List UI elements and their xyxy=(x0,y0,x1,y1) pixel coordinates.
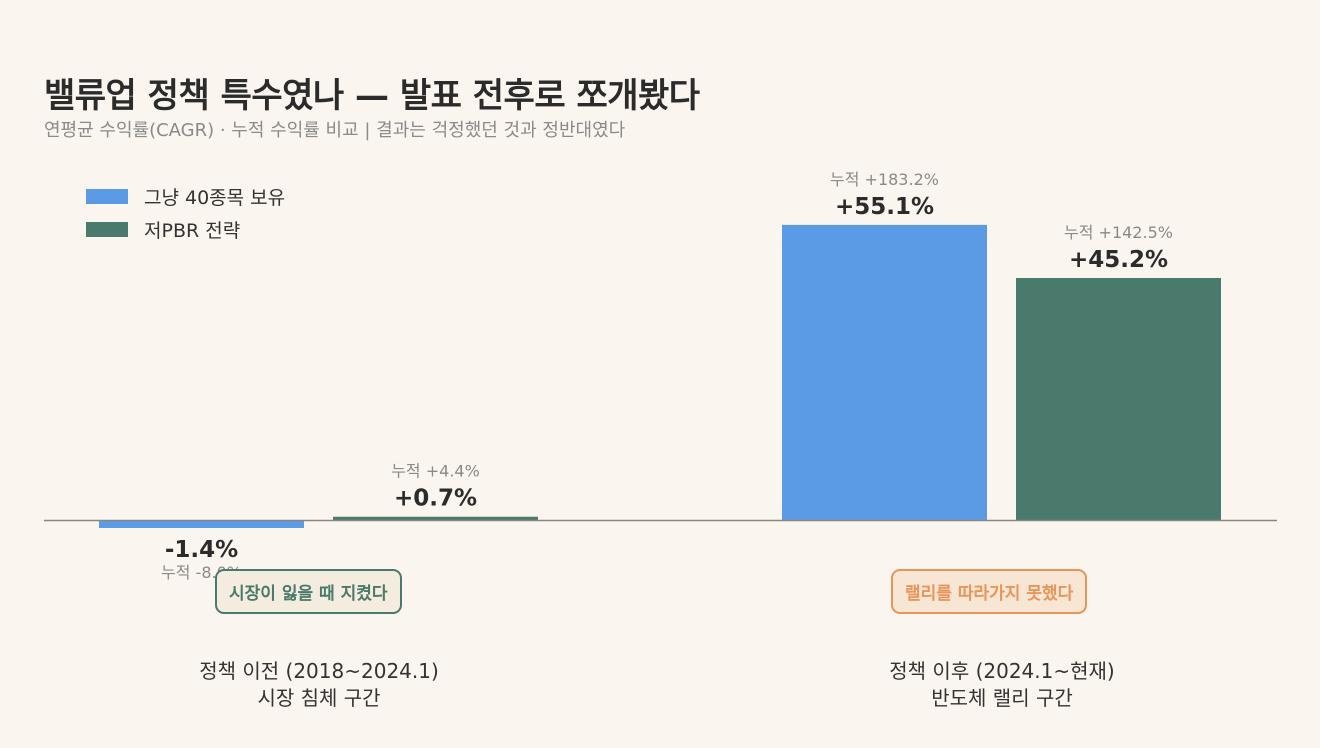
annotation-missed-rally: 랠리를 따라가지 못했다 xyxy=(891,569,1088,614)
legend-swatch-hold xyxy=(86,189,128,204)
value-label-s0-c1: +55.1% xyxy=(835,194,934,220)
chart-title: 밸류업 정책 특수였나 — 발표 전후로 쪼개봤다 xyxy=(44,76,700,116)
period-before-line2: 시장 침체 구간 xyxy=(257,686,381,710)
value-label-s1-c1: +45.2% xyxy=(1069,247,1168,273)
period-label-after: 정책 이후 (2024.1~현재) 반도체 랠리 구간 xyxy=(822,658,1182,712)
chart-subtitle: 연평균 수익률(CAGR) · 누적 수익률 비교 | 결과는 걱정했던 것과 … xyxy=(44,120,626,141)
legend-label-lowpbr: 저PBR 전략 xyxy=(144,220,241,242)
period-label-before: 정책 이전 (2018~2024.1) 시장 침체 구간 xyxy=(139,658,499,712)
cumulative-label-s0-c1: 누적 +183.2% xyxy=(830,170,939,189)
bar-s0-c0 xyxy=(99,520,304,529)
value-label-s0-c0: -1.4% xyxy=(165,537,238,563)
period-before-line1: 정책 이전 (2018~2024.1) xyxy=(199,659,439,683)
legend-item-lowpbr: 저PBR 전략 xyxy=(86,213,285,246)
legend: 그냥 40종목 보유 저PBR 전략 xyxy=(86,180,285,246)
period-after-line2: 반도체 랠리 구간 xyxy=(931,686,1073,710)
bar-s0-c1 xyxy=(782,224,987,521)
bar-s1-c0 xyxy=(333,516,538,521)
legend-item-hold: 그냥 40종목 보유 xyxy=(86,180,285,213)
annotation-defended: 시장이 잃을 때 지켰다 xyxy=(215,569,402,614)
cumulative-label-s1-c0: 누적 +4.4% xyxy=(391,462,480,481)
legend-swatch-lowpbr xyxy=(86,222,128,237)
bar-s1-c1 xyxy=(1016,278,1221,521)
legend-label-hold: 그냥 40종목 보유 xyxy=(144,187,286,209)
cumulative-label-s1-c1: 누적 +142.5% xyxy=(1064,223,1173,242)
period-after-line1: 정책 이후 (2024.1~현재) xyxy=(889,659,1115,683)
value-label-s1-c0: +0.7% xyxy=(394,486,477,512)
